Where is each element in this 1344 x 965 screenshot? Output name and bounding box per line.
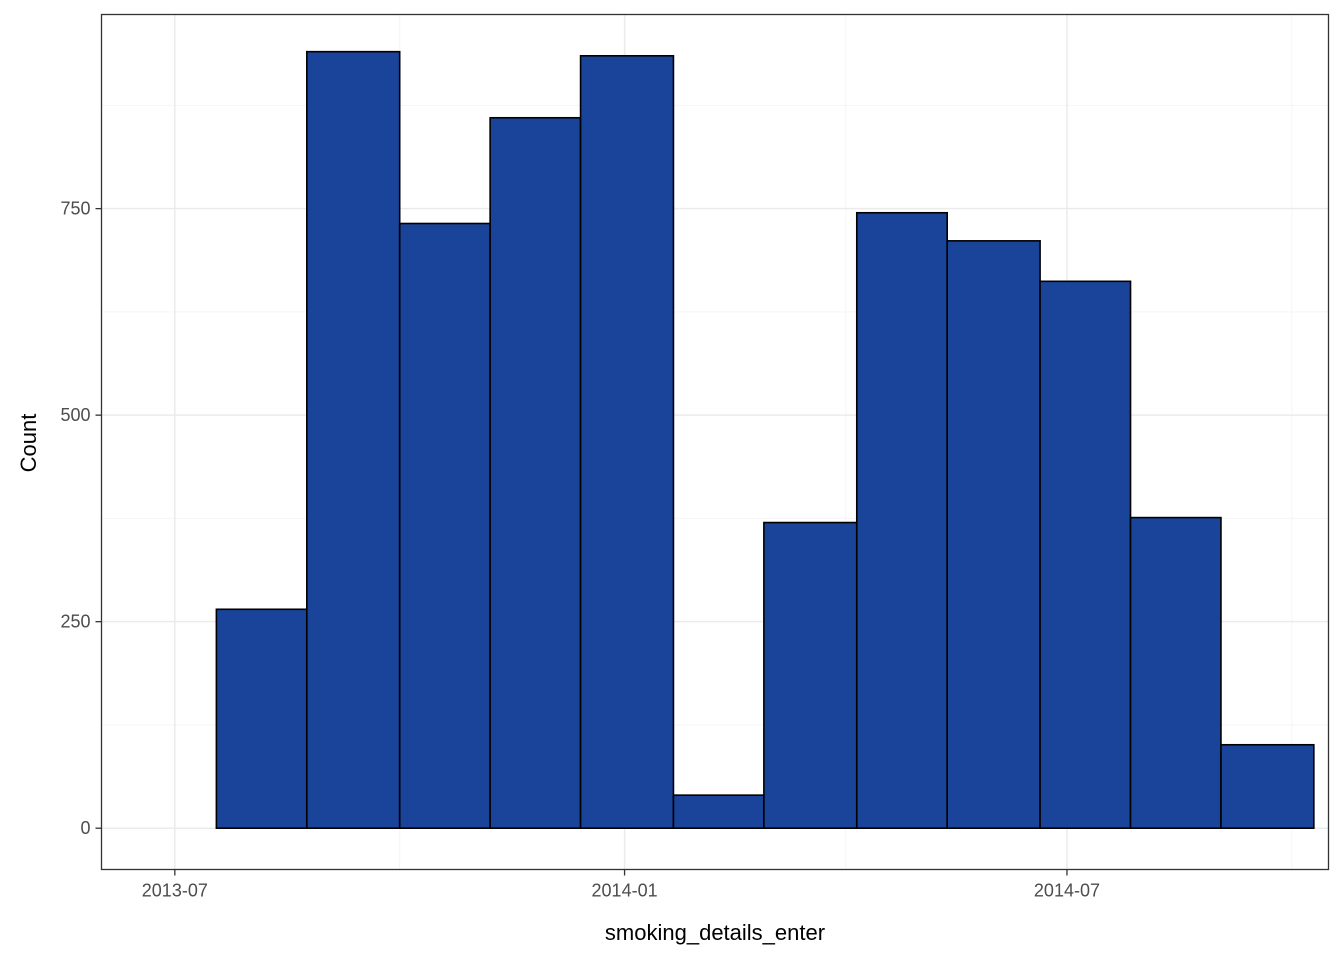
x-axis-title: smoking_details_enter <box>605 920 825 945</box>
y-tick-label: 0 <box>80 818 90 838</box>
histogram-bar <box>1220 743 1315 829</box>
histogram-bar <box>306 50 401 829</box>
x-tick-label: 2014-07 <box>1034 881 1100 901</box>
y-tick-label: 250 <box>60 612 90 632</box>
histogram-bar <box>946 240 1041 829</box>
y-axis: 0 250 500 750 <box>60 199 102 838</box>
histogram-bar <box>763 521 858 829</box>
histogram-bar <box>672 794 765 829</box>
x-tick-label: 2013-07 <box>142 881 208 901</box>
histogram-bars <box>215 50 1315 829</box>
histogram-bar <box>215 608 308 829</box>
histogram-bar <box>1129 516 1222 829</box>
y-tick-label: 500 <box>60 405 90 425</box>
x-axis: 2013-07 2014-01 2014-07 <box>142 869 1100 901</box>
x-tick-label: 2014-01 <box>592 881 658 901</box>
histogram-bar <box>489 116 582 829</box>
y-axis-title: Count <box>16 414 41 473</box>
y-tick-label: 750 <box>60 199 90 219</box>
histogram-bar <box>579 55 675 829</box>
histogram-bar <box>855 211 949 829</box>
panel-border <box>100 13 1330 871</box>
histogram-bar <box>1039 280 1132 829</box>
histogram-bar <box>398 222 491 829</box>
